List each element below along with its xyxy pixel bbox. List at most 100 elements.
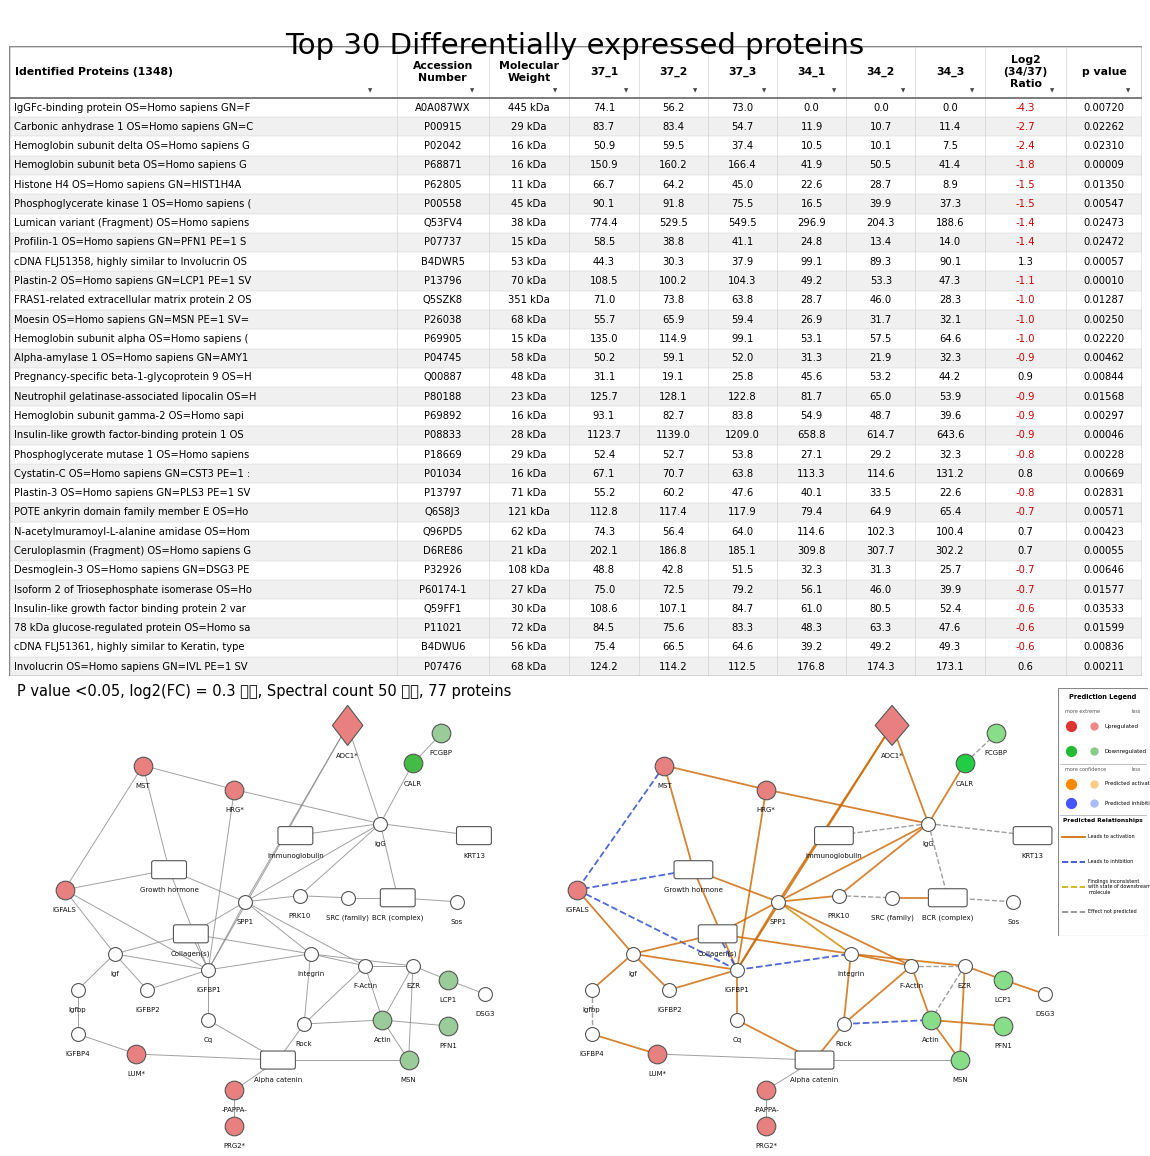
Text: Actin: Actin	[374, 1037, 391, 1043]
Text: Plastin-2 OS=Homo sapiens GN=LCP1 PE=1 SV: Plastin-2 OS=Homo sapiens GN=LCP1 PE=1 S…	[14, 276, 251, 286]
Text: 202.1: 202.1	[590, 546, 619, 556]
Text: 38 kDa: 38 kDa	[512, 218, 546, 228]
Point	[1063, 717, 1081, 735]
Text: Q53FV4: Q53FV4	[423, 218, 462, 228]
Text: 48.8: 48.8	[593, 565, 615, 576]
Text: Predicted inhibition: Predicted inhibition	[1105, 801, 1150, 806]
Text: 58.5: 58.5	[592, 237, 615, 247]
Text: 0.00571: 0.00571	[1083, 507, 1125, 518]
Text: Phosphoglycerate kinase 1 OS=Homo sapiens (: Phosphoglycerate kinase 1 OS=Homo sapien…	[14, 199, 251, 209]
Text: 27.1: 27.1	[800, 450, 822, 460]
Text: 54.9: 54.9	[800, 412, 822, 421]
Text: 0.00423: 0.00423	[1083, 527, 1125, 536]
Text: 0.01350: 0.01350	[1083, 179, 1125, 190]
Text: 57.5: 57.5	[869, 334, 892, 343]
Text: Igfbp: Igfbp	[69, 1007, 86, 1013]
Point	[128, 1045, 146, 1064]
Text: 173.1: 173.1	[936, 661, 965, 672]
Text: ▼: ▼	[1126, 88, 1130, 92]
Point	[1004, 892, 1022, 911]
Text: P04745: P04745	[424, 354, 461, 363]
Text: POTE ankyrin domain family member E OS=Ho: POTE ankyrin domain family member E OS=H…	[14, 507, 248, 518]
Text: Q96PD5: Q96PD5	[422, 527, 463, 536]
Point	[956, 754, 974, 772]
Text: 56 kDa: 56 kDa	[512, 643, 546, 652]
Text: 25.8: 25.8	[731, 372, 753, 383]
Text: 45.6: 45.6	[800, 372, 822, 383]
Text: 71 kDa: 71 kDa	[512, 488, 546, 498]
Text: 56.1: 56.1	[800, 585, 822, 594]
Text: 64.6: 64.6	[731, 643, 753, 652]
Text: 39.2: 39.2	[800, 643, 822, 652]
Text: Collagen(s): Collagen(s)	[171, 951, 210, 957]
Point	[995, 971, 1013, 990]
Bar	[9, 523, 1142, 541]
Text: SRC (family): SRC (family)	[871, 914, 913, 921]
Text: 42.8: 42.8	[662, 565, 684, 576]
Text: 122.8: 122.8	[728, 392, 757, 402]
Text: 0.00844: 0.00844	[1083, 372, 1125, 383]
Text: LUM*: LUM*	[649, 1072, 666, 1077]
Text: 56.4: 56.4	[662, 527, 684, 536]
Text: -1.0: -1.0	[1015, 295, 1035, 305]
Text: FCGBP: FCGBP	[430, 750, 453, 756]
Text: 41.4: 41.4	[938, 161, 961, 170]
Text: 29 kDa: 29 kDa	[512, 450, 546, 460]
Text: 49.2: 49.2	[800, 276, 822, 286]
Bar	[9, 175, 1142, 194]
Text: -PAPPA-: -PAPPA-	[222, 1107, 247, 1113]
Text: 114.6: 114.6	[866, 469, 895, 479]
Text: 13.4: 13.4	[869, 237, 892, 247]
Text: 65.4: 65.4	[938, 507, 961, 518]
Text: 83.3: 83.3	[731, 623, 753, 633]
Text: 64.6: 64.6	[938, 334, 961, 343]
Text: -0.8: -0.8	[1015, 450, 1035, 460]
Text: 48 kDa: 48 kDa	[512, 372, 546, 383]
Bar	[9, 657, 1142, 676]
Text: 81.7: 81.7	[800, 392, 822, 402]
Text: 90.1: 90.1	[938, 257, 961, 267]
Text: P32926: P32926	[424, 565, 461, 576]
Bar	[9, 194, 1142, 214]
Bar	[9, 348, 1142, 368]
Text: 30.3: 30.3	[662, 257, 684, 267]
Text: 176.8: 176.8	[797, 661, 826, 672]
Text: 0.02310: 0.02310	[1083, 141, 1125, 151]
Text: P80188: P80188	[424, 392, 461, 402]
Text: 53 kDa: 53 kDa	[512, 257, 546, 267]
Text: 121 kDa: 121 kDa	[508, 507, 550, 518]
Text: 16 kDa: 16 kDa	[512, 412, 546, 421]
Text: ▼: ▼	[900, 88, 905, 92]
Text: PRK10: PRK10	[828, 913, 850, 919]
Text: 16 kDa: 16 kDa	[512, 141, 546, 151]
Text: 84.5: 84.5	[593, 623, 615, 633]
Text: 0.0: 0.0	[942, 103, 958, 112]
Text: 83.7: 83.7	[593, 121, 615, 132]
Text: HRG*: HRG*	[225, 807, 244, 813]
Text: 0.00055: 0.00055	[1083, 546, 1125, 556]
Text: 0.00211: 0.00211	[1083, 661, 1125, 672]
Text: MST: MST	[657, 783, 672, 788]
Text: P18669: P18669	[424, 450, 461, 460]
Text: 53.9: 53.9	[938, 392, 961, 402]
Text: 0.00228: 0.00228	[1083, 450, 1125, 460]
Text: -0.7: -0.7	[1015, 565, 1035, 576]
Text: IgGFc-binding protein OS=Homo sapiens GN=F: IgGFc-binding protein OS=Homo sapiens GN…	[14, 103, 250, 112]
Text: Igf: Igf	[110, 971, 120, 977]
Text: Growth hormone: Growth hormone	[664, 887, 723, 892]
Point	[921, 1010, 940, 1029]
Text: F-Actin: F-Actin	[899, 983, 923, 988]
Text: Insulin-like growth factor binding protein 2 var: Insulin-like growth factor binding prote…	[14, 603, 246, 614]
Text: 62 kDa: 62 kDa	[512, 527, 546, 536]
Text: 53.3: 53.3	[869, 276, 892, 286]
Bar	[9, 232, 1142, 252]
Text: 112.5: 112.5	[728, 661, 757, 672]
Text: 63.8: 63.8	[731, 295, 753, 305]
Point	[656, 756, 674, 775]
Text: CALR: CALR	[956, 780, 974, 786]
Text: 108.5: 108.5	[590, 276, 619, 286]
Text: IgG: IgG	[375, 840, 386, 846]
Text: 26.9: 26.9	[800, 314, 822, 325]
Text: 0.02473: 0.02473	[1083, 218, 1125, 228]
Text: 89.3: 89.3	[869, 257, 892, 267]
